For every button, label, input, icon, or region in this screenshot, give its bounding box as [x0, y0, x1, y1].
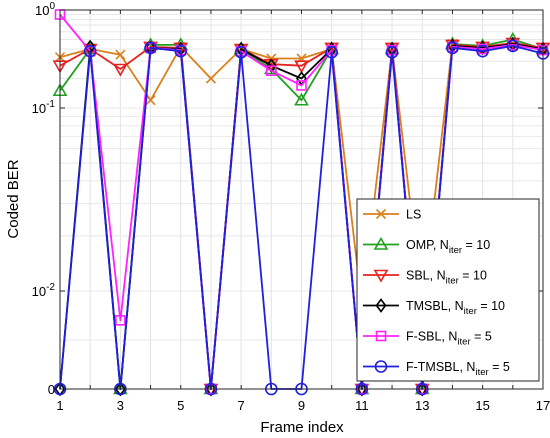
data-point: [506, 39, 520, 53]
legend-label: F-SBL, Niter = 5: [406, 330, 492, 348]
legend-label: LS: [406, 208, 421, 222]
x-tick-label: 11: [355, 398, 369, 413]
data-point: [374, 360, 388, 373]
data-point: [115, 49, 126, 60]
data-point: [476, 44, 489, 58]
legend-entry: SBL, Niter = 10: [363, 269, 487, 287]
series-line: [59, 13, 544, 390]
data-point: [375, 298, 387, 313]
data-point: [174, 44, 188, 58]
y-tick-label: 10-1: [32, 99, 56, 116]
x-tick-label: 13: [415, 398, 429, 413]
y-tick-label: 0: [48, 382, 55, 397]
data-point: [373, 269, 389, 283]
x-tick-label: 1: [56, 398, 63, 413]
data-point: [265, 58, 277, 74]
legend-entry: OMP, Niter = 10: [363, 236, 490, 256]
data-point: [144, 41, 157, 55]
data-point: [294, 92, 309, 106]
x-tick-label: 7: [238, 398, 245, 413]
data-point: [373, 236, 389, 250]
data-point: [296, 80, 307, 91]
legend: LS OMP, Niter = 10 SBL, Niter = 10 TMSBL, N…: [356, 198, 540, 382]
legend-label: OMP, Niter = 10: [406, 238, 490, 256]
legend-label: F-TMSBL, Niter = 5: [406, 360, 510, 378]
legend-entry: F-TMSBL, Niter = 5: [363, 360, 510, 378]
data-point: [115, 315, 126, 326]
data-point: [446, 41, 459, 55]
x-tick-label: 9: [298, 398, 305, 413]
data-point: [112, 63, 128, 77]
data-point: [266, 65, 277, 77]
x-tick-label: 5: [177, 398, 184, 413]
data-point: [294, 60, 309, 74]
data-point: [375, 208, 387, 220]
x-tick-label: 3: [117, 398, 124, 413]
x-axis-label: Frame index: [260, 419, 344, 436]
data-point: [234, 46, 248, 59]
series-line: [59, 42, 544, 390]
data-point: [83, 44, 97, 58]
series-layer: [52, 9, 550, 397]
y-tick-label: 10-2: [32, 282, 56, 299]
legend-label: TMSBL, Niter = 10: [406, 299, 505, 317]
y-axis-label: Coded BER: [5, 159, 22, 238]
data-point: [375, 330, 387, 342]
data-point: [325, 46, 338, 59]
x-tick-label: 15: [475, 398, 489, 413]
axes-frame: [59, 9, 544, 390]
legend-box: [356, 198, 540, 382]
data-point: [385, 46, 399, 59]
y-tick-label: 100: [35, 1, 55, 18]
data-point: [205, 73, 217, 84]
legend-entry: TMSBL, Niter = 10: [363, 298, 505, 317]
legend-label: SBL, Niter = 10: [406, 269, 487, 287]
legend-entry: F-SBL, Niter = 5: [363, 330, 492, 348]
data-point: [145, 95, 156, 106]
x-tick-label: 17: [536, 398, 550, 413]
legend-entry: LS: [363, 208, 421, 222]
